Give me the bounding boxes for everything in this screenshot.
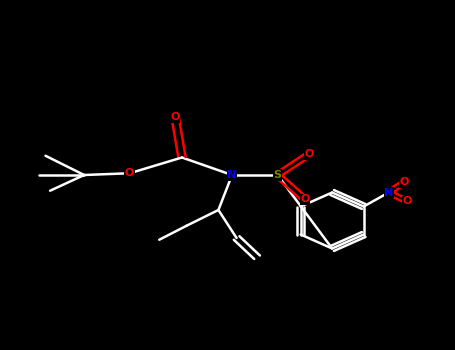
Text: O: O — [305, 149, 314, 159]
Text: O: O — [400, 177, 410, 187]
Text: O: O — [300, 195, 309, 204]
Text: O: O — [125, 168, 134, 178]
Text: N: N — [384, 188, 393, 197]
Text: O: O — [171, 112, 180, 122]
Text: O: O — [402, 196, 412, 206]
Text: N: N — [228, 170, 237, 180]
Text: S: S — [273, 170, 282, 180]
